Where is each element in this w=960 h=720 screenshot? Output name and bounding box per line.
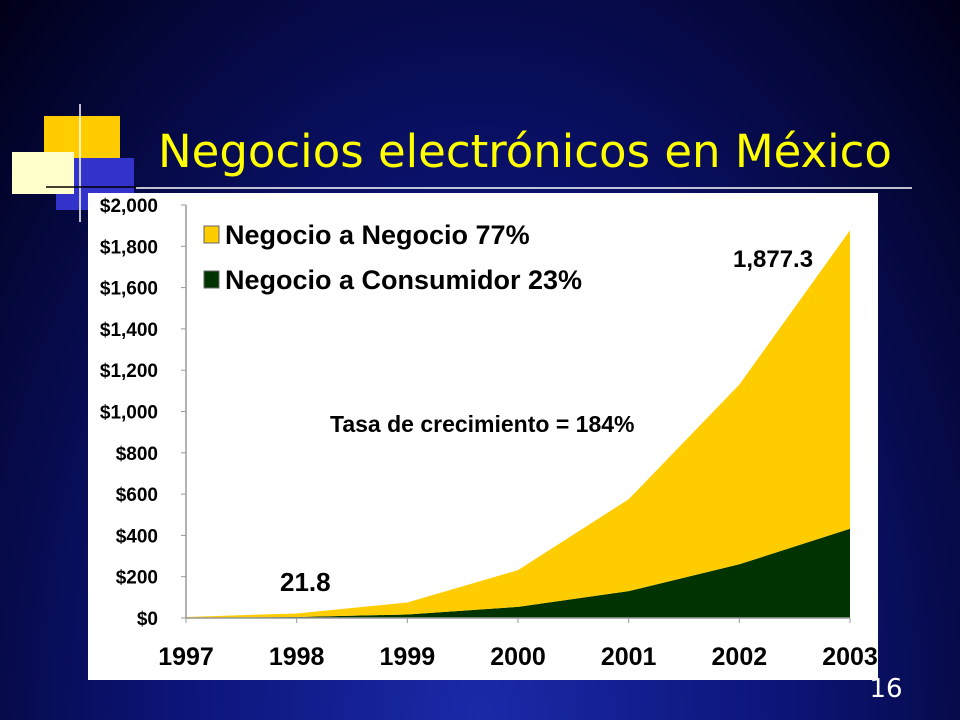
x-tick-label: 2002 (712, 643, 768, 671)
legend-item-negocio-a-negocio: Negocio a Negocio 77% (225, 220, 530, 250)
legend-item-negocio-a-consumidor: Negocio a Consumidor 23% (225, 265, 582, 295)
y-tick-label: $800 (116, 444, 158, 465)
area-chart: $0 $200 $400 $600 $800 $1,000 $1,200 $1,400 $1,6… (100, 196, 878, 671)
axes-layer: $0 $200 $400 $600 $800 $1,000 $1,200 $1,400 $1,6… (100, 196, 878, 671)
y-tick-label: $1,400 (100, 320, 158, 341)
area-negocio-a-consumidor (186, 528, 850, 618)
legend-item-negocio-a-negocio-swatch (203, 225, 220, 244)
start-value-label: 21.8 (280, 567, 331, 597)
end-value-label: 1,877.3 (733, 246, 813, 273)
y-tick-label: $2,000 (100, 196, 158, 217)
y-tick-label: $1,800 (100, 237, 158, 258)
x-tick-label: 1999 (380, 643, 436, 671)
y-tick-label: $0 (137, 609, 158, 630)
area-negocio-a-negocio (186, 230, 850, 618)
legend-item-negocio-a-consumidor-swatch (203, 270, 220, 289)
page-number: 16 (869, 674, 903, 704)
chart-panel: $0 $200 $400 $600 $800 $1,000 $1,200 $1,400 $1,6… (88, 193, 878, 680)
x-tick-label: 2000 (490, 643, 546, 671)
x-tick-label: 2001 (601, 643, 657, 671)
slide-title: Negocios electrónicos en México (158, 125, 892, 178)
y-tick-label: $600 (116, 485, 158, 506)
y-tick-label: $1,000 (100, 403, 158, 424)
y-tick-label: $1,200 (100, 361, 158, 382)
x-tick-label: 2003 (822, 643, 878, 671)
y-tick-label: $200 (116, 568, 158, 589)
chart-legend: Negocio a Negocio 77% Negocio a Consumido… (203, 220, 582, 295)
y-tick-label: $400 (116, 526, 158, 547)
growth-rate-label: Tasa de crecimiento = 184% (330, 411, 634, 437)
label-layer: 21.8 1,877.3 Tasa de crecimiento = 184% (280, 246, 813, 597)
y-tick-label: $1,600 (100, 279, 158, 300)
area-layer (186, 230, 850, 618)
x-tick-label: 1998 (269, 643, 325, 671)
x-tick-label: 1997 (158, 643, 214, 671)
